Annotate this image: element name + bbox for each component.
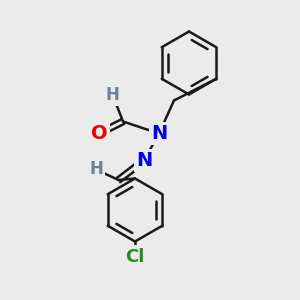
Text: N: N (136, 151, 152, 170)
Text: O: O (91, 124, 107, 143)
Text: N: N (151, 124, 167, 143)
Text: H: H (106, 85, 119, 103)
Text: Cl: Cl (125, 248, 145, 266)
Text: H: H (89, 160, 103, 178)
